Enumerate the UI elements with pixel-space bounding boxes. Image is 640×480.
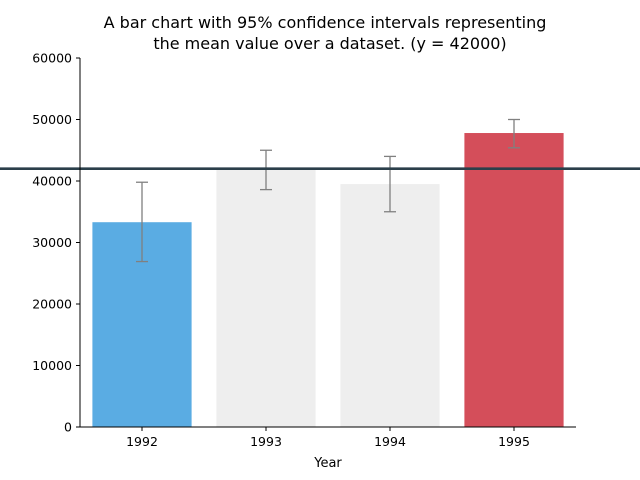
x-tick-label-1993: 1993 (250, 434, 282, 449)
x-tick-label-1994: 1994 (374, 434, 406, 449)
bars-layer (92, 133, 564, 427)
bar-1993 (216, 169, 316, 427)
chart-title-line-1: A bar chart with 95% confidence interval… (104, 13, 547, 32)
y-tick-label-0: 0 (64, 420, 72, 435)
axes-layer: 1992 1993 1994 1995 0 10000 20000 30000 40000 500… (32, 51, 576, 449)
y-tick-label-60000: 60000 (32, 51, 72, 66)
y-tick-label-40000: 40000 (32, 174, 72, 189)
y-tick-label-30000: 30000 (32, 235, 72, 250)
chart-title-line-2: the mean value over a dataset. (y = 4200… (153, 34, 506, 53)
y-tick-label-20000: 20000 (32, 297, 72, 312)
bar-1994 (340, 184, 440, 427)
x-axis-label: Year (313, 456, 342, 471)
y-tick-label-50000: 50000 (32, 112, 72, 127)
errorbars-layer (136, 118, 520, 263)
x-tick-label-1992: 1992 (126, 434, 158, 449)
y-tick-label-10000: 10000 (32, 358, 72, 373)
bar-1995 (464, 133, 564, 427)
x-tick-label-1995: 1995 (498, 434, 530, 449)
